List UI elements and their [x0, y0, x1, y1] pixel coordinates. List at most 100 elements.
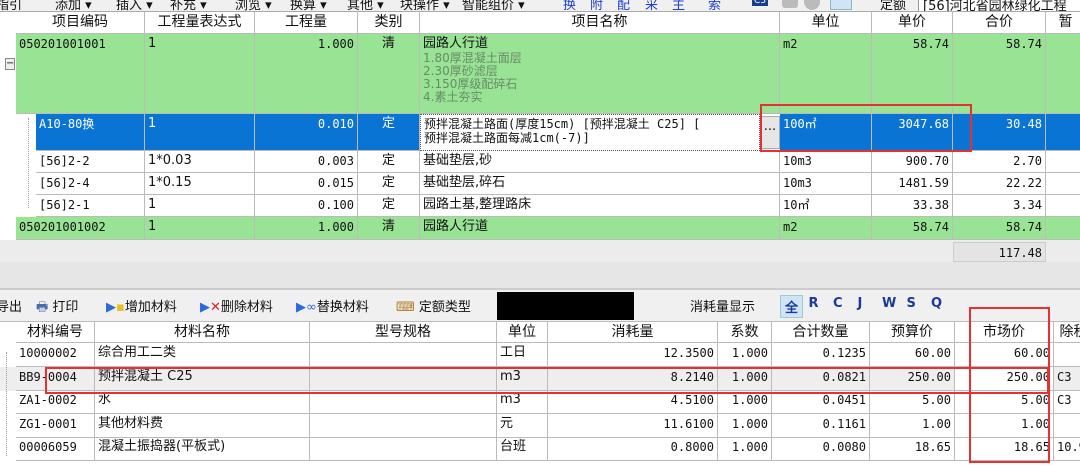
column-header[interactable]: 合计数量: [772, 322, 870, 343]
record-icon[interactable]: [804, 0, 820, 10]
toolbar-block-op[interactable]: 块操作 ▾: [400, 0, 450, 12]
column-header[interactable]: 单位: [497, 322, 548, 343]
cell-name[interactable]: 园路人行道 1.80厚混凝土面层 2.30厚砂滤层 3.150厚级配碎石 4.素土夯实: [420, 34, 780, 114]
cell-expr[interactable]: 1*0.15: [145, 173, 255, 195]
toolbar-smart-price[interactable]: 智能组价 ▾: [462, 0, 525, 12]
cell-market[interactable]: 18.65: [955, 437, 1054, 461]
cell-consume[interactable]: 4.5100: [548, 390, 718, 414]
quick-main[interactable]: 主: [672, 0, 686, 12]
column-header[interactable]: 材料名称: [95, 322, 310, 343]
column-header[interactable]: 合价: [953, 12, 1046, 34]
column-header[interactable]: 暂: [1046, 12, 1080, 34]
table-row[interactable]: 00006059 混凝土振捣器(平板式) 台班 0.8000 1.000 0.0080 18…: [0, 437, 1080, 461]
cell-budget: 250.00: [870, 366, 955, 391]
table-row[interactable]: A10-80换 1 0.010 定预拌混凝土路面(厚度15cm) [预拌混凝土 C25…: [0, 114, 1080, 151]
toolbar-browse[interactable]: 浏览 ▾: [235, 0, 272, 12]
toolbar-add[interactable]: 添加 ▾: [55, 0, 92, 12]
column-header[interactable]: 预算价: [870, 322, 955, 343]
column-header[interactable]: 市场价: [955, 322, 1054, 343]
toolbar-supplement[interactable]: 补充 ▾: [170, 0, 207, 12]
table-row[interactable]: 050201001002 1 1.000 清园路人行道 m2 58.74 58.74: [0, 217, 1080, 240]
table-row[interactable]: 10000002 综合用工二类 工日 12.3500 1.000 0.1235 60.00 6…: [0, 343, 1080, 367]
column-header[interactable]: 单位: [780, 12, 872, 34]
cell-market[interactable]: 1.00: [955, 413, 1054, 438]
filter-s[interactable]: S: [906, 296, 916, 311]
column-header[interactable]: 项目名称: [420, 12, 780, 34]
delete-material-button[interactable]: ▶✕删除材料: [200, 296, 273, 315]
ellipsis-button[interactable]: ...: [760, 116, 780, 149]
quota-library-select[interactable]: [56]河北省园林绿化工程: [918, 0, 1080, 11]
cell-name[interactable]: 园路人行道: [420, 217, 780, 240]
cell-expr[interactable]: 1: [145, 34, 255, 114]
cell-market[interactable]: 5.00: [955, 390, 1054, 414]
filter-j[interactable]: J: [857, 296, 863, 311]
column-header[interactable]: 型号规格: [310, 322, 497, 343]
search-button[interactable]: 索: [708, 0, 722, 12]
column-header[interactable]: 项目编码: [16, 12, 145, 34]
cell-consume[interactable]: 12.3500: [548, 343, 718, 367]
cell-name[interactable]: 基础垫层,碎石: [420, 173, 780, 195]
c3-icon[interactable]: C3: [752, 0, 769, 6]
table-row[interactable]: [56]2-2 1*0.03 0.003 定基础垫层,砂 10m3 900.70 2.70: [0, 151, 1080, 173]
cell-code: BB9-0004: [16, 366, 95, 391]
table-row[interactable]: [56]2-4 1*0.15 0.015 定基础垫层,碎石 10m3 1481.59 22.…: [0, 173, 1080, 195]
quick-attach[interactable]: 附: [590, 0, 604, 12]
cell-name: 其他材料费: [95, 413, 310, 438]
filter-q[interactable]: Q: [931, 296, 943, 311]
export-button[interactable]: 导出: [0, 300, 23, 315]
table-row[interactable]: ZA1-0002 水 m3 4.5100 1.000 0.0451 5.00 5.00 C3: [0, 390, 1080, 414]
cell-name[interactable]: 基础垫层,砂: [420, 151, 780, 173]
splitter[interactable]: [0, 262, 1080, 290]
add-material-button[interactable]: ▶▪增加材料: [106, 296, 177, 315]
replace-material-button[interactable]: ▶∞替换材料: [296, 296, 369, 315]
column-header[interactable]: 工程量表达式: [145, 12, 255, 34]
filter-r[interactable]: R: [808, 296, 819, 311]
toolbar-convert[interactable]: 换算 ▾: [290, 0, 327, 12]
quick-purchase[interactable]: 采: [645, 0, 659, 12]
cell-consume[interactable]: 8.2140: [548, 366, 718, 391]
quick-config[interactable]: 配: [617, 0, 631, 12]
column-header[interactable]: 消耗量: [548, 322, 718, 343]
column-header[interactable]: 除税: [1054, 322, 1080, 343]
cell-expr[interactable]: 1: [145, 195, 255, 217]
cell-market[interactable]: 250.00: [955, 366, 1054, 391]
sum-total: 117.48: [953, 242, 1046, 262]
table-row[interactable]: ZG1-0001 其他材料费元 11.6100 1.000 0.1161 1.00 1.00: [0, 413, 1080, 438]
column-header[interactable]: 单价: [872, 12, 953, 34]
cell-name[interactable]: 园路土基,整理路床: [420, 195, 780, 217]
column-header[interactable]: 工程量: [255, 12, 358, 34]
quick-replace[interactable]: 换: [563, 0, 577, 12]
toolbar-insert[interactable]: 插入 ▾: [116, 0, 153, 12]
column-header[interactable]: 类别: [358, 12, 420, 34]
column-header[interactable]: 材料编号: [16, 322, 95, 343]
summary-row: 117.48: [0, 240, 1080, 262]
quota-type-button[interactable]: ⌨ 定额类型: [396, 296, 471, 315]
table-row[interactable]: 050201001001 1 1.000 清园路人行道 1.80厚混凝土面层 2.30厚砂…: [0, 34, 1080, 114]
cell-market[interactable]: 60.00: [955, 343, 1054, 367]
cell-consume[interactable]: 11.6100: [548, 413, 718, 438]
cell-name[interactable]: 预拌混凝土路面(厚度15cm) [预拌混凝土 C25] [预拌混凝土路面每减1c…: [420, 114, 760, 151]
collapse-icon[interactable]: −: [5, 58, 15, 70]
delete-icon: ▶✕: [200, 300, 221, 315]
consume-display-label: 消耗量显示: [690, 300, 756, 315]
stop-icon[interactable]: [782, 0, 798, 8]
screen-icon[interactable]: [830, 0, 852, 10]
replace-label: 替换材料: [316, 300, 369, 315]
print-button[interactable]: 🖶 打印: [36, 296, 78, 320]
table-row[interactable]: BB9-0004 预拌混凝土 C25 m3 8.2140 1.000 0.0821 250.…: [0, 366, 1080, 391]
cell-extra: [1046, 195, 1080, 217]
cell-expr[interactable]: 1*0.03: [145, 151, 255, 173]
toolbar-guide[interactable]: 指引: [0, 0, 23, 12]
quota-type-label: 定额类型: [418, 300, 471, 315]
toolbar-other[interactable]: 其他 ▾: [347, 0, 384, 12]
filter-全[interactable]: 全: [780, 295, 804, 318]
cell-coef: 1.000: [718, 437, 772, 461]
cell-expr[interactable]: 1: [145, 114, 255, 151]
table-row[interactable]: [56]2-1 1 0.100 定园路土基,整理路床 10㎡ 33.38 3.34: [0, 195, 1080, 217]
cell-expr[interactable]: 1: [145, 217, 255, 240]
filter-w[interactable]: W: [882, 296, 897, 311]
material-toolbar: 导出 🖶 打印 ▶▪增加材料 ▶✕删除材料 ▶∞替换材料 ⌨ 定额类型 消耗量显…: [0, 290, 1080, 322]
cell-consume[interactable]: 0.8000: [548, 437, 718, 461]
column-header[interactable]: 系数: [718, 322, 772, 343]
filter-c[interactable]: C: [833, 296, 843, 311]
